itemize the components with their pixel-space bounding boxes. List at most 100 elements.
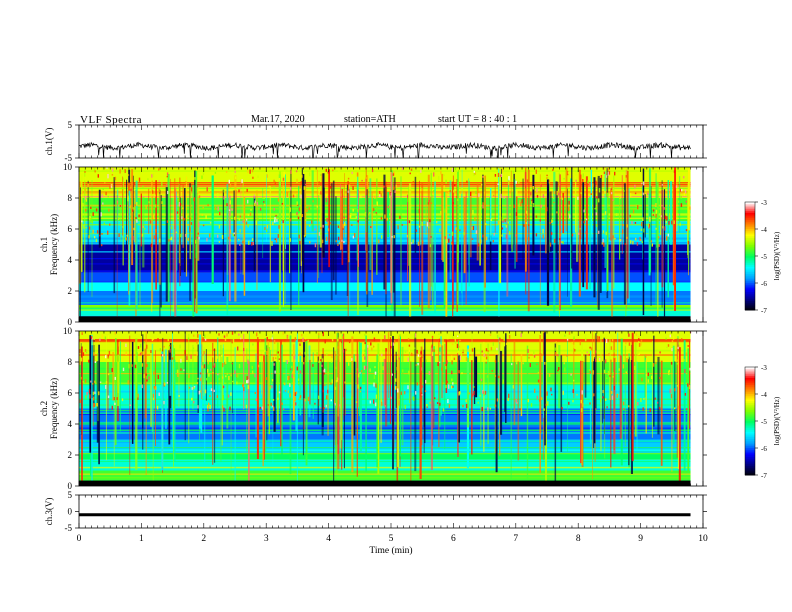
ch2-spec-vstreak: [312, 352, 314, 419]
ch1-colorbar-tick-label: -7: [761, 307, 767, 315]
ch2-spec-speckle: [456, 343, 459, 349]
ch2-spec-speckle: [93, 342, 96, 345]
ch2-spec-speckle: [199, 372, 202, 375]
ch1-spec-vstreak: [369, 178, 372, 271]
ch1-spec-vstreak: [670, 181, 673, 245]
ch2-spec-speckle: [111, 405, 113, 410]
ch2-spec-speckle: [79, 349, 81, 353]
ch2-spec-speckle: [508, 393, 510, 399]
ch1-colorbar-segment: [745, 299, 755, 302]
ch1-spec-speckle: [262, 197, 264, 200]
ch2-spec-speckle: [594, 358, 597, 362]
ch2-spec-speckle: [177, 373, 179, 377]
ch2-spec-speckle: [444, 364, 446, 366]
ch1-spec-speckle: [663, 207, 665, 210]
ch1-spec-speckle: [101, 244, 103, 247]
ch1-colorbar-tick-label: -5: [761, 253, 767, 261]
ch1-spec-speckle: [217, 192, 219, 198]
ch2-spec-vstreak: [93, 339, 95, 407]
ch2-spec-speckle: [676, 363, 679, 365]
ch1-spec-speckle: [239, 215, 241, 218]
ch2-spec-speckle: [557, 356, 559, 360]
ch2-colorbar-segment: [745, 401, 755, 404]
ch1-spec-speckle: [193, 197, 195, 202]
ch1-spec-speckle: [501, 216, 504, 221]
ch2-spec-speckle: [384, 335, 386, 340]
ch2-spec-speckle: [655, 361, 657, 365]
ch1-spec-speckle: [290, 170, 292, 174]
ch2-spec-speckle: [94, 361, 96, 364]
ch1-colorbar-segment: [745, 236, 755, 239]
ch2-colorbar-segment: [745, 381, 755, 384]
ch2-spec-speckle: [407, 385, 409, 390]
ch1-spec-speckle: [440, 170, 442, 175]
ch1-spec-speckle: [330, 185, 332, 189]
ch2-spec-speckle: [315, 358, 317, 361]
ch1-spec-vstreak: [500, 168, 502, 272]
ch2-spec-vstreak: [217, 337, 219, 408]
ch1-spec-speckle: [298, 234, 300, 239]
ch2-spec-speckle: [586, 351, 588, 354]
ch2-spec-vstreak: [112, 352, 115, 401]
ch1-spec-speckle: [464, 227, 467, 230]
ch2-spec-vstreak: [520, 354, 523, 417]
ch2-spec-speckle: [537, 371, 540, 374]
ch2-spec-speckle: [371, 347, 373, 351]
ch1-spec-speckle: [264, 190, 267, 194]
ch2-spec-speckle: [581, 390, 583, 395]
ch2-spec-hline: [79, 427, 691, 430]
ch1-spec-speckle: [655, 213, 657, 218]
ch2-spec-vstreak: [327, 361, 329, 436]
ch2-spec-speckle: [348, 341, 351, 344]
ch1-spec-speckle: [600, 175, 603, 179]
ch1-spec-speckle: [546, 207, 548, 212]
ch2-spec-speckle: [438, 338, 441, 343]
ch2-spec-speckle: [611, 395, 614, 400]
ch1-spec-speckle: [652, 209, 655, 212]
ch1-spec-vstreak: [383, 174, 386, 290]
ch2-spec-vstreak: [440, 336, 442, 416]
ch2-spec-speckle: [669, 388, 671, 394]
ch2-spec-speckle: [408, 349, 410, 353]
ch2-spec-speckle: [105, 385, 107, 389]
ch2-spec-speckle: [374, 344, 376, 349]
ch1-spec-speckle: [283, 171, 285, 176]
ch1-spec-speckle: [133, 182, 135, 186]
ch1-spec-speckle: [202, 206, 204, 209]
ch1-spec-speckle: [685, 229, 688, 232]
ch1-spec-vstreak: [340, 196, 343, 250]
ch1-spec-speckle: [327, 171, 329, 174]
ch1-spec-speckle: [540, 204, 542, 208]
ch1-spec-speckle: [190, 216, 192, 220]
ch1-spec-speckle: [554, 238, 556, 243]
ch1-spec-vstreak: [400, 176, 402, 305]
ch1-spec-speckle: [278, 225, 280, 229]
ch2-spec-speckle: [223, 335, 226, 338]
ch2-spec-speckle: [467, 348, 469, 352]
ch2-spec-vstreak: [603, 337, 605, 419]
ch2-spec-vstreak: [296, 332, 298, 484]
ch2-spec-speckle: [236, 381, 238, 385]
ch2-spec-vstreak: [339, 346, 342, 449]
ch1-spec-speckle: [122, 226, 124, 228]
ch2-spec-vstreak: [226, 356, 229, 429]
ch1-spec-speckle: [598, 198, 600, 203]
ch2-spec-vstreak: [377, 343, 380, 475]
ch1-spec-speckle: [344, 222, 346, 227]
ch1-spec-speckle: [296, 211, 298, 216]
ch1-spec-speckle: [132, 209, 134, 212]
ch1-spec-speckle: [428, 226, 430, 229]
ch1-colorbar-segment: [745, 225, 755, 228]
ch2-colorbar-segment: [745, 410, 755, 413]
ch2-spec-speckle: [609, 374, 611, 377]
ch2-spec-speckle: [286, 335, 289, 338]
ch2-spec-speckle: [417, 363, 419, 366]
ch2-spec-speckle: [415, 391, 417, 395]
ch1-spec-vstreak: [332, 180, 335, 281]
ch2-spec-speckle: [616, 393, 618, 398]
ch1-spec-speckle: [595, 206, 597, 209]
ch2-spec-vstreak: [164, 349, 167, 429]
ch1-spec-vstreak: [434, 181, 436, 314]
ch2-spec-speckle: [196, 382, 199, 385]
ch1-spec-vstreak: [134, 191, 136, 243]
